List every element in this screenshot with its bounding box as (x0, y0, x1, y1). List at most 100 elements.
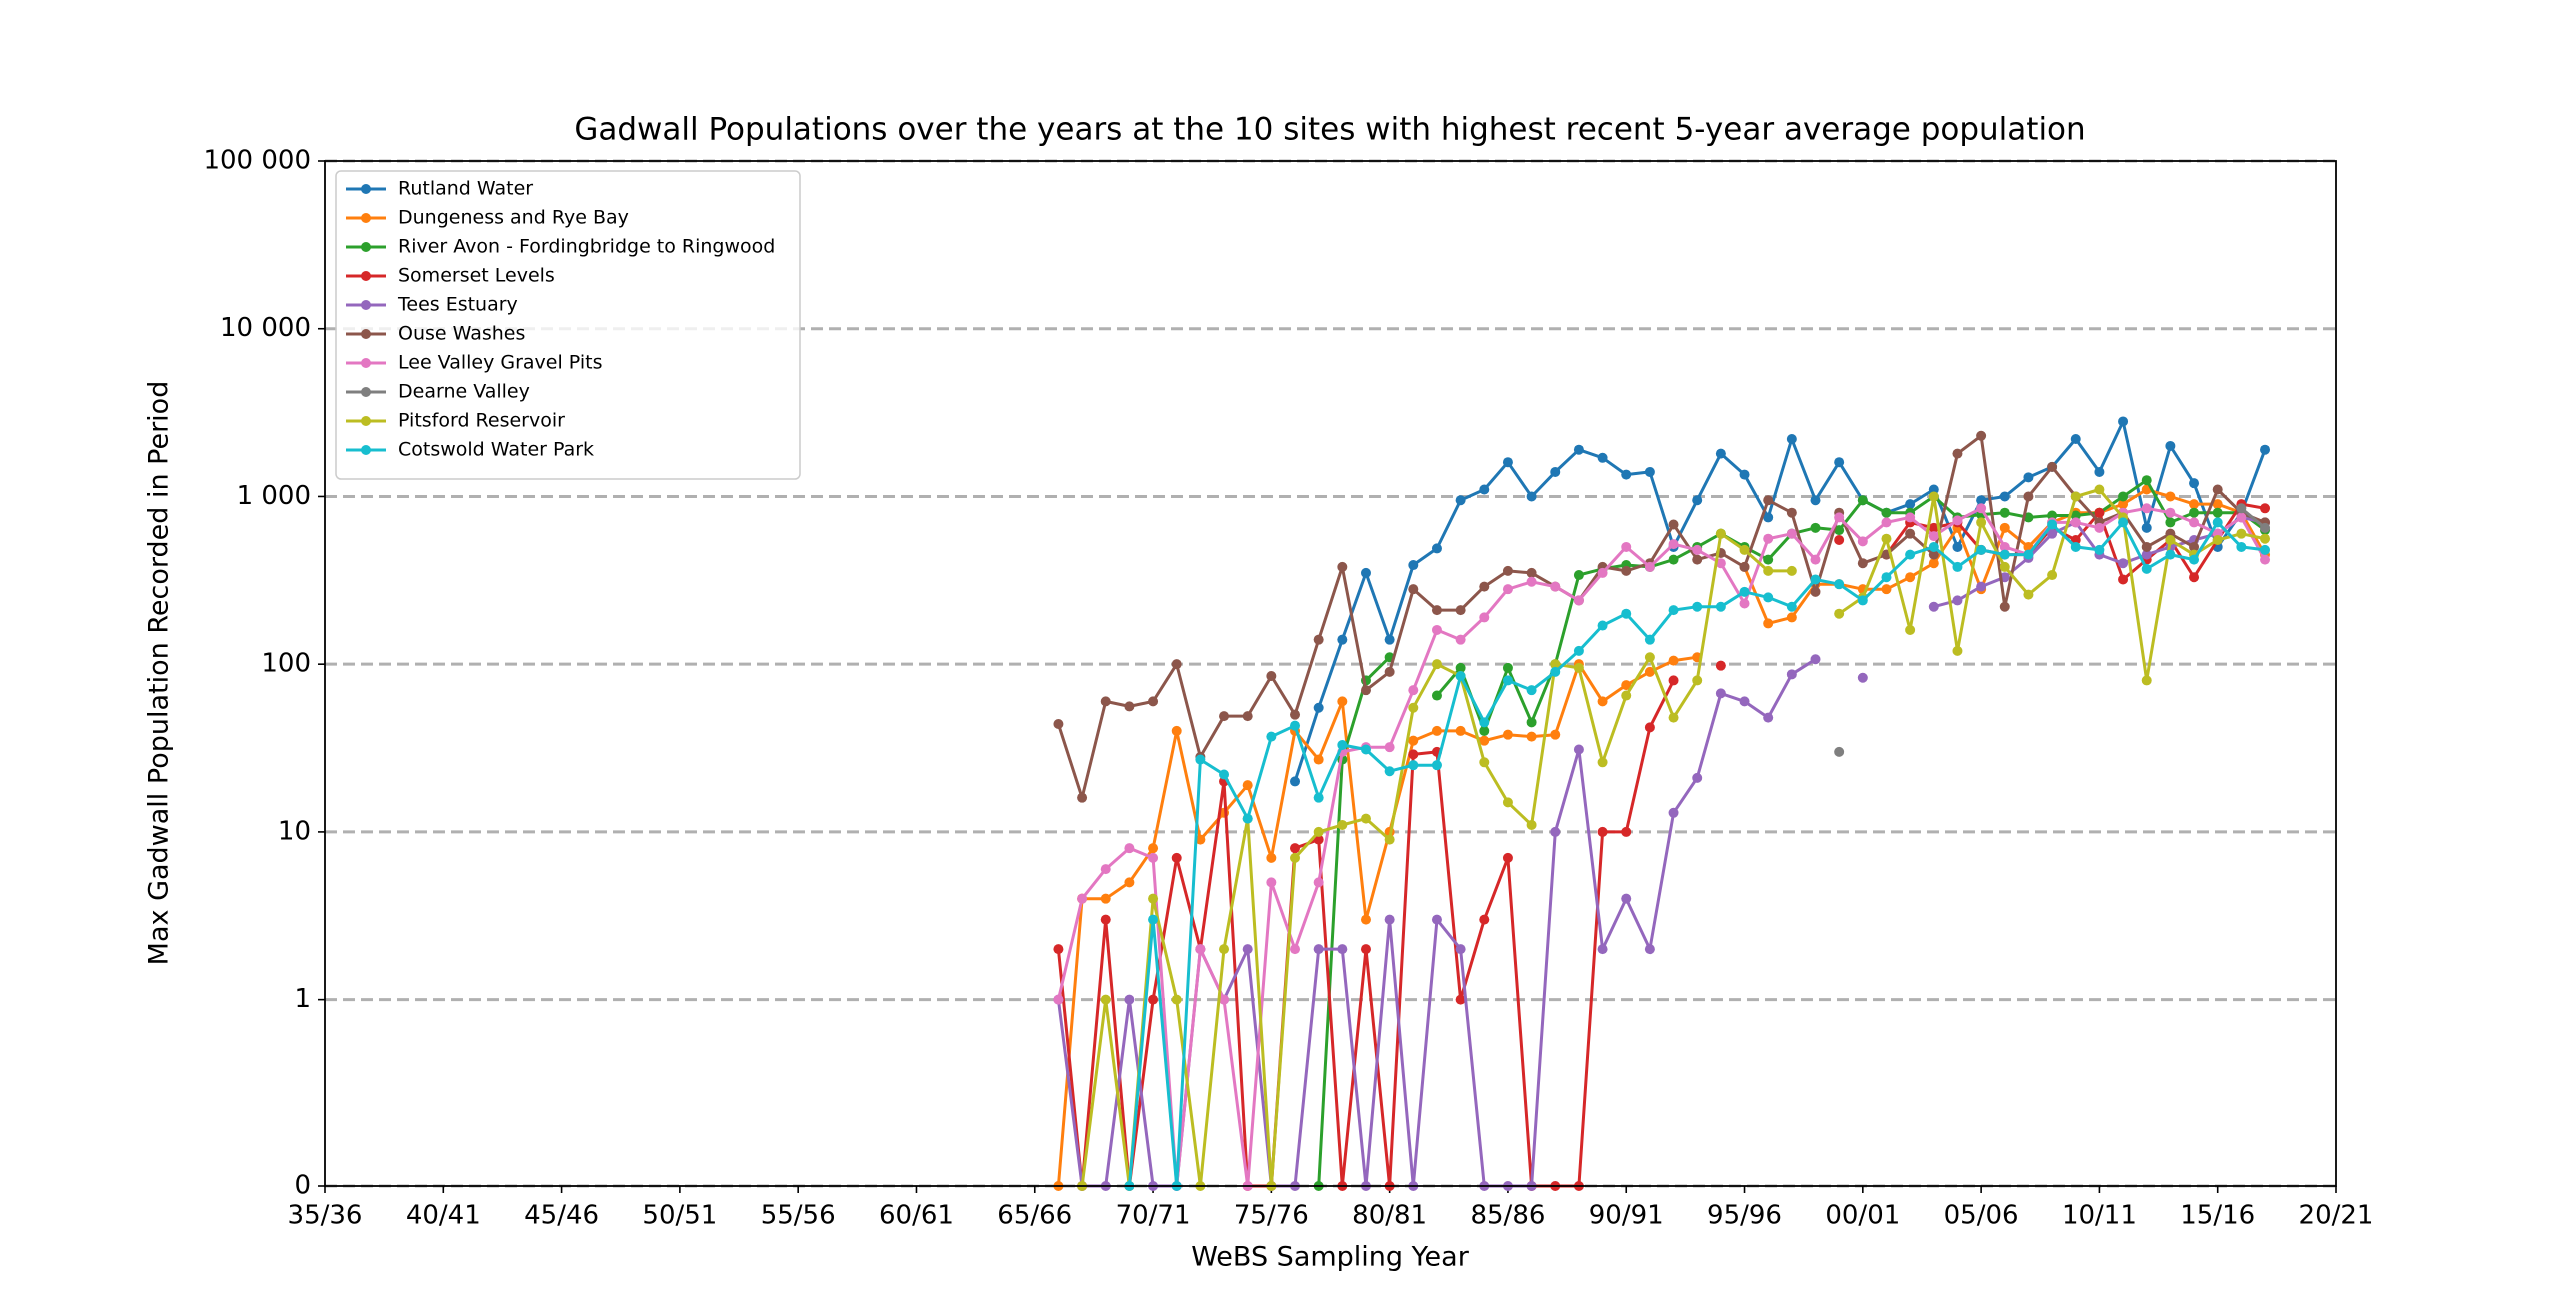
data-point (1360, 813, 1371, 824)
data-point (1668, 554, 1679, 565)
data-point (1290, 944, 1301, 955)
data-point (1952, 448, 1963, 459)
data-point (1976, 495, 1987, 506)
data-point (1550, 581, 1561, 592)
data-point (1668, 605, 1679, 616)
data-point (1550, 729, 1561, 740)
data-point (1384, 666, 1395, 677)
data-point (1313, 834, 1324, 845)
data-point (1360, 744, 1371, 755)
data-point (1668, 807, 1679, 818)
data-point (1526, 819, 1537, 830)
legend-label: Somerset Levels (398, 265, 555, 287)
data-point (1455, 994, 1466, 1005)
data-point (2070, 510, 2081, 521)
data-point (2023, 491, 2034, 502)
data-point (1408, 735, 1419, 746)
legend-label: River Avon - Fordingbridge to Ringwood (398, 236, 775, 258)
y-tick-label: 100 000 (203, 146, 311, 176)
data-point (2070, 517, 2081, 528)
data-point (1644, 634, 1655, 645)
data-point (1976, 581, 1987, 592)
data-point (1715, 660, 1726, 671)
data-point (1290, 843, 1301, 854)
data-point (1834, 579, 1845, 590)
data-point (1455, 671, 1466, 682)
data-point (2094, 484, 2105, 495)
data-point (1739, 544, 1750, 555)
data-point (1834, 512, 1845, 523)
legend-marker (361, 445, 371, 455)
data-point (1905, 624, 1916, 635)
data-point (1739, 586, 1750, 597)
y-axis-label: Max Gadwall Population Recorded in Perio… (144, 381, 175, 966)
data-point (1479, 735, 1490, 746)
data-point (1786, 434, 1797, 445)
data-point (1928, 531, 1939, 542)
data-point (1148, 696, 1159, 707)
data-point (1881, 584, 1892, 595)
data-point (1644, 652, 1655, 663)
data-point (2141, 563, 2152, 574)
data-point (1171, 852, 1182, 863)
data-point (1928, 491, 1939, 502)
data-point (1313, 702, 1324, 713)
data-point (2047, 519, 2058, 530)
x-tick-label: 20/21 (2299, 1201, 2374, 1231)
data-point (1810, 586, 1821, 597)
data-point (1148, 852, 1159, 863)
data-point (1479, 757, 1490, 768)
data-point (1881, 507, 1892, 518)
data-point (1100, 864, 1111, 875)
data-point (2165, 440, 2176, 451)
data-point (1692, 772, 1703, 783)
x-tick-label: 35/36 (288, 1201, 363, 1231)
data-point (2165, 535, 2176, 546)
data-point (1905, 549, 1916, 560)
series-line (1293, 420, 2267, 782)
x-tick-label: 50/51 (642, 1201, 717, 1231)
data-point (1976, 430, 1987, 441)
data-point (2165, 507, 2176, 518)
data-point (2260, 444, 2271, 455)
data-point (1384, 914, 1395, 925)
data-point (1408, 749, 1419, 760)
data-point (2141, 522, 2152, 533)
data-point (1242, 944, 1253, 955)
legend-label: Lee Valley Gravel Pits (398, 352, 602, 374)
data-point (1881, 517, 1892, 528)
data-point (1550, 666, 1561, 677)
data-point (1834, 608, 1845, 619)
legend-marker (361, 213, 371, 223)
data-point (2189, 499, 2200, 510)
data-point (1668, 539, 1679, 550)
data-point (1692, 601, 1703, 612)
data-point (1242, 711, 1253, 722)
data-point (1266, 731, 1277, 742)
data-point (1360, 685, 1371, 696)
data-point (1999, 601, 2010, 612)
data-point (1621, 680, 1632, 691)
x-tick-label: 65/66 (997, 1201, 1072, 1231)
data-point (2189, 541, 2200, 552)
x-tick-label: 95/96 (1707, 1201, 1782, 1231)
data-point (1715, 528, 1726, 539)
data-point (1881, 572, 1892, 583)
data-point (1573, 444, 1584, 455)
data-point (1337, 696, 1348, 707)
data-point (1952, 561, 1963, 572)
data-point (1148, 843, 1159, 854)
data-point (1431, 914, 1442, 925)
data-point (2094, 522, 2105, 533)
data-point (1171, 659, 1182, 670)
data-point (1360, 914, 1371, 925)
data-point (1337, 944, 1348, 955)
data-point (1148, 893, 1159, 904)
data-point (1408, 702, 1419, 713)
legend-marker (361, 387, 371, 397)
data-point (1573, 570, 1584, 581)
legend-box (335, 170, 801, 480)
data-point (1219, 711, 1230, 722)
data-point (1431, 760, 1442, 771)
